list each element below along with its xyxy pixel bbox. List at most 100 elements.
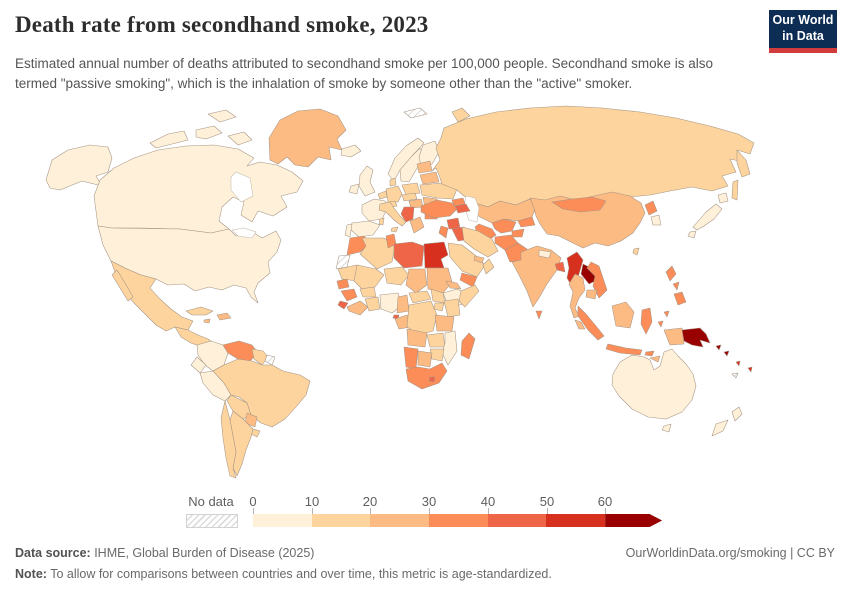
country-greenland[interactable] xyxy=(268,108,347,168)
country-new-zealand-south[interactable] xyxy=(711,419,729,437)
country-syria[interactable] xyxy=(446,217,461,230)
country-benelux[interactable] xyxy=(377,190,388,200)
country-armenia-azerbaijan[interactable] xyxy=(454,203,471,214)
country-greece[interactable] xyxy=(409,216,425,234)
country-indonesia-sulawesi[interactable] xyxy=(640,307,653,335)
country-serbia-balkans[interactable] xyxy=(400,206,415,223)
country-italy-sardinia[interactable] xyxy=(378,217,385,226)
country-solomon-islands-1[interactable] xyxy=(715,344,722,351)
country-kyrgyzstan[interactable] xyxy=(517,216,536,228)
country-malaysia[interactable] xyxy=(574,319,586,330)
country-south-africa[interactable] xyxy=(405,362,448,390)
country-botswana[interactable] xyxy=(417,350,433,368)
country-ghana-togo-benin[interactable] xyxy=(364,296,381,312)
country-norway[interactable] xyxy=(387,137,425,182)
country-indonesia-moluccas-1[interactable] xyxy=(657,320,664,328)
country-kenya[interactable] xyxy=(443,298,461,318)
country-indonesia-java[interactable] xyxy=(605,343,643,356)
country-uganda[interactable] xyxy=(433,302,445,312)
country-french-guiana[interactable] xyxy=(264,354,276,366)
legend-seg-50-60[interactable] xyxy=(546,514,606,527)
country-liberia-ivory-coast[interactable] xyxy=(346,300,369,316)
country-zambia[interactable] xyxy=(426,332,446,348)
country-fiji[interactable] xyxy=(747,366,753,373)
country-jamaica[interactable] xyxy=(203,318,211,324)
country-australia-tasmania[interactable] xyxy=(661,423,672,433)
country-lesotho[interactable] xyxy=(428,376,436,383)
country-mongolia[interactable] xyxy=(551,196,607,213)
country-italy[interactable] xyxy=(378,201,407,227)
country-russia-kamchatka[interactable] xyxy=(736,149,751,178)
no-data-swatch[interactable] xyxy=(186,514,238,528)
country-cambodia[interactable] xyxy=(585,289,598,300)
country-australia[interactable] xyxy=(611,348,697,420)
country-tajikistan[interactable] xyxy=(511,228,525,238)
legend-seg-20-30[interactable] xyxy=(370,514,430,527)
country-new-caledonia[interactable] xyxy=(731,372,739,379)
country-czechia-slovakia[interactable] xyxy=(401,192,418,202)
country-vietnam[interactable] xyxy=(586,261,608,299)
country-denmark[interactable] xyxy=(389,177,397,187)
country-somalia[interactable] xyxy=(458,284,480,308)
country-indonesia-lesser-sunda[interactable] xyxy=(644,350,655,357)
country-russia[interactable] xyxy=(431,105,755,208)
country-united-kingdom[interactable] xyxy=(358,165,376,197)
country-chad[interactable] xyxy=(405,268,428,294)
country-uae-qatar[interactable] xyxy=(473,255,485,264)
country-taiwan[interactable] xyxy=(632,247,640,256)
country-madagascar[interactable] xyxy=(460,332,476,360)
country-mozambique[interactable] xyxy=(441,330,458,366)
country-angola[interactable] xyxy=(406,328,428,348)
country-novaya-zemlya[interactable] xyxy=(451,107,471,123)
country-spain[interactable] xyxy=(349,220,381,238)
country-south-korea[interactable] xyxy=(650,214,662,226)
country-israel-jordan[interactable] xyxy=(438,225,449,239)
country-svalbard[interactable] xyxy=(403,107,428,119)
country-alaska-us[interactable] xyxy=(45,144,113,191)
legend-seg-10-20[interactable] xyxy=(311,514,371,527)
country-vanuatu[interactable] xyxy=(735,360,741,367)
country-saudi-arabia[interactable] xyxy=(447,242,486,278)
country-mali[interactable] xyxy=(353,264,385,290)
country-north-korea[interactable] xyxy=(644,200,658,216)
country-japan-honshu[interactable] xyxy=(692,203,723,231)
country-timor[interactable] xyxy=(649,355,661,363)
country-dr-congo[interactable] xyxy=(406,300,438,336)
legend-seg-60-plus[interactable] xyxy=(605,514,663,527)
country-indonesia-moluccas-2[interactable] xyxy=(663,310,670,318)
country-ireland[interactable] xyxy=(348,183,360,195)
country-canada-baffin[interactable] xyxy=(227,131,253,146)
country-philippines-visayas[interactable] xyxy=(672,281,680,291)
country-eritrea[interactable] xyxy=(445,280,462,290)
legend-seg-30-40[interactable] xyxy=(429,514,488,527)
country-bangladesh[interactable] xyxy=(554,261,566,273)
country-brazil[interactable] xyxy=(212,358,311,428)
country-central-african-republic[interactable] xyxy=(408,290,432,304)
country-indonesia-sumatra[interactable] xyxy=(577,305,605,341)
country-sri-lanka[interactable] xyxy=(535,310,543,320)
country-guinea[interactable] xyxy=(340,288,358,302)
country-philippines-luzon[interactable] xyxy=(665,265,677,282)
country-iran[interactable] xyxy=(461,226,499,258)
country-niger[interactable] xyxy=(383,266,410,286)
country-solomon-islands-2[interactable] xyxy=(723,350,730,357)
country-indonesia-borneo[interactable] xyxy=(611,301,635,329)
country-japan-kyushu[interactable] xyxy=(687,230,697,239)
country-nepal[interactable] xyxy=(538,249,552,259)
country-oman[interactable] xyxy=(482,258,495,275)
country-cuba[interactable] xyxy=(185,306,214,316)
country-senegal[interactable] xyxy=(336,278,350,290)
country-papua-new-guinea[interactable] xyxy=(681,327,711,348)
country-russia-sakhalin[interactable] xyxy=(731,179,739,201)
legend-seg-40-50[interactable] xyxy=(487,514,547,527)
country-cameroon[interactable] xyxy=(396,294,410,314)
country-algeria[interactable] xyxy=(359,237,396,270)
country-mexico-baja[interactable] xyxy=(111,269,134,302)
country-indonesia-west-papua[interactable] xyxy=(663,327,685,346)
country-tanzania[interactable] xyxy=(434,314,455,332)
country-canada-ellesmere[interactable] xyxy=(207,109,237,123)
owid-url-license[interactable]: OurWorldinData.org/smoking | CC BY xyxy=(625,546,835,560)
country-portugal[interactable] xyxy=(344,223,353,238)
country-philippines-mindanao[interactable] xyxy=(673,291,687,306)
country-namibia[interactable] xyxy=(403,346,419,370)
